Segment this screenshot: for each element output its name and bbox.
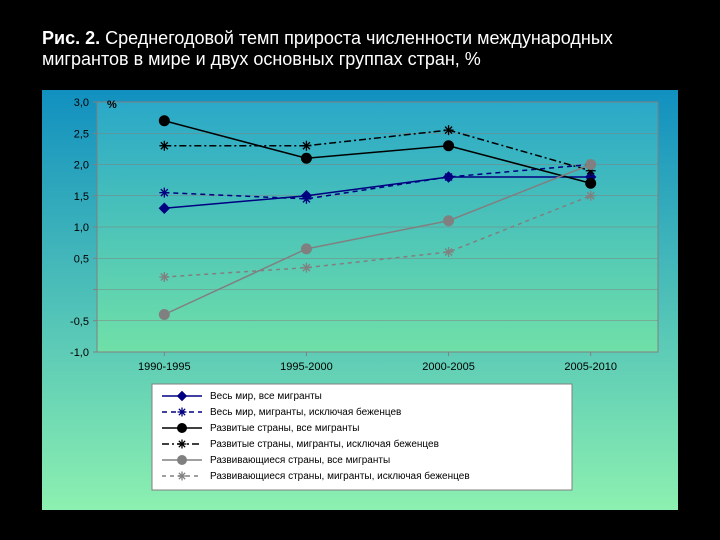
svg-text:Развивающиеся страны, все мигр: Развивающиеся страны, все мигранты [210,455,390,466]
svg-text:-1,0: -1,0 [70,347,89,359]
svg-text:2,5: 2,5 [74,128,89,140]
figure-caption: Рис. 2. Среднегодовой темп прироста числ… [42,28,678,70]
svg-text:3,0: 3,0 [74,97,89,109]
svg-text:2005-2010: 2005-2010 [564,361,617,373]
svg-text:1,0: 1,0 [74,222,89,234]
svg-text:1990-1995: 1990-1995 [138,361,191,373]
svg-text:Развитые страны, мигранты, иск: Развитые страны, мигранты, исключая беже… [210,438,439,450]
svg-text:%: % [107,99,117,111]
svg-text:-0,5: -0,5 [70,316,89,328]
svg-text:Развивающиеся страны, мигранты: Развивающиеся страны, мигранты, исключая… [210,470,470,482]
svg-text:1995-2000: 1995-2000 [280,361,333,373]
caption-text: Среднегодовой темп прироста численности … [42,28,613,69]
svg-text:2000-2005: 2000-2005 [422,361,475,373]
svg-text:0,5: 0,5 [74,253,89,265]
slide: { "title_prefix": "Рис. 2.", "title_rest… [0,0,720,540]
svg-text:1,5: 1,5 [74,191,89,203]
caption-prefix: Рис. 2. [42,28,100,48]
svg-text:Весь мир, мигранты, исключая б: Весь мир, мигранты, исключая беженцев [210,406,401,418]
svg-text:2,0: 2,0 [74,160,89,172]
svg-text:Весь мир, все мигранты: Весь мир, все мигранты [210,391,322,402]
svg-text:Развитые страны, все мигранты: Развитые страны, все мигранты [210,423,359,434]
line-chart: -1,0 -0,5 0,5 1,0 1,5 2,0 2,5 3,0 1990-1995 1995-… [42,90,678,510]
chart-container: -1,0 -0,5 0,5 1,0 1,5 2,0 2,5 3,0 1990-1995 1995-… [42,90,678,510]
